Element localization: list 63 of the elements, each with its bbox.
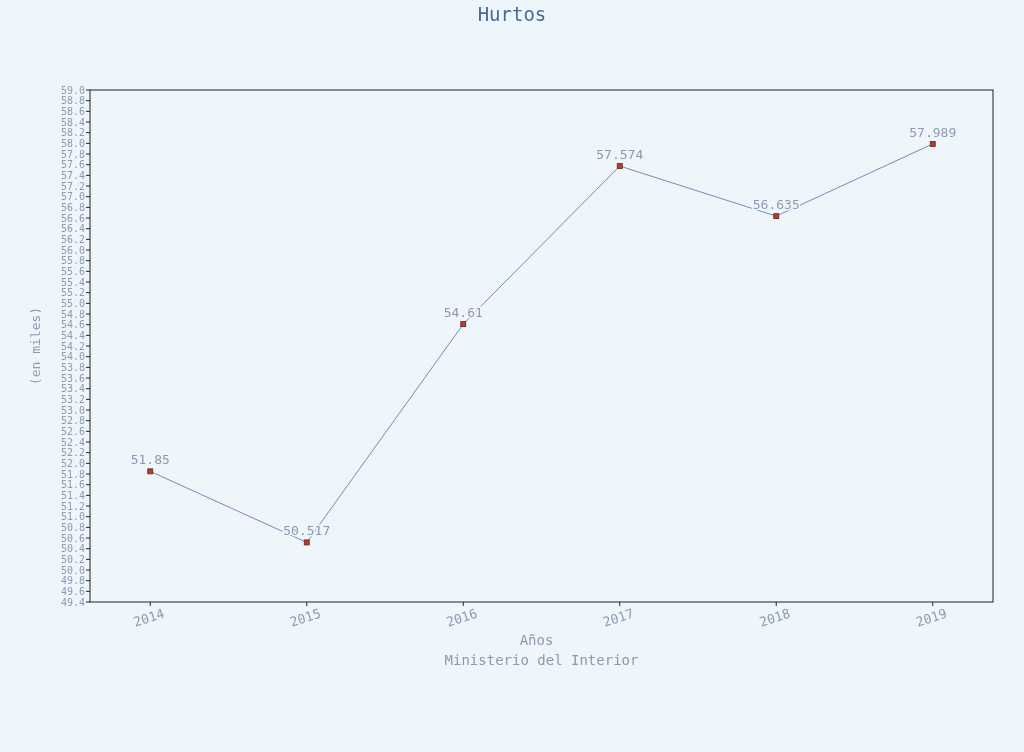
y-axis-title: (en miles)	[28, 306, 43, 386]
x-tick-label: 2014	[131, 605, 167, 630]
y-tick-label: 52.0	[60, 457, 85, 469]
y-tick-label: 58.6	[60, 105, 85, 117]
x-tick-label: 2016	[444, 605, 480, 630]
y-tick-label: 57.6	[60, 159, 85, 171]
y-tick-label: 58.8	[60, 95, 85, 107]
y-tick-label: 57.8	[60, 148, 85, 160]
text: Ministerio del Interior	[444, 652, 639, 668]
data-label: 51.85	[130, 452, 170, 468]
y-tick-label: 50.0	[60, 564, 85, 576]
y-tick-label: 51.2	[60, 500, 85, 512]
y-tick-label: 57.2	[60, 180, 85, 192]
y-tick-label: 53.2	[60, 393, 85, 405]
y-tick-label: 58.2	[60, 127, 85, 139]
y-tick-label: 52.2	[60, 447, 85, 459]
y-tick-label: 50.2	[60, 553, 85, 565]
x-tick-label: 2015	[288, 605, 323, 630]
y-tick-label: 56.6	[60, 212, 85, 224]
y-tick-label: 55.4	[60, 276, 85, 288]
y-tick-label: 52.4	[60, 436, 85, 448]
y-tick-label: 56.2	[60, 233, 85, 245]
x-tick-label: 2018	[757, 605, 793, 630]
y-tick-label: 59.0	[60, 84, 85, 96]
y-tick-label: 56.8	[60, 201, 85, 213]
y-tick-label: 54.0	[60, 351, 85, 363]
x-tick-label: 2017	[601, 605, 636, 630]
y-tick-label: 51.0	[60, 511, 85, 523]
y-tick-label: 53.6	[60, 372, 85, 384]
y-tick-label: 52.6	[60, 425, 85, 437]
y-tick-label: 58.0	[60, 137, 85, 149]
chart-title: Hurtos	[477, 3, 547, 25]
y-tick-label: 49.4	[60, 596, 85, 608]
y-tick-label: 53.8	[60, 361, 85, 373]
y-tick-label: 55.0	[60, 297, 85, 309]
y-tick-label: 55.2	[60, 287, 85, 299]
y-tick-label: 50.6	[60, 532, 85, 544]
x-tick-label: 2019	[914, 605, 949, 630]
y-tick-label: 54.8	[60, 308, 85, 320]
y-tick-label: 53.0	[60, 404, 85, 416]
data-label: 57.989	[909, 124, 957, 140]
y-tick-label: 55.6	[60, 265, 85, 277]
y-tick-label: 52.8	[60, 415, 85, 427]
y-tick-label: 51.8	[60, 468, 85, 480]
y-tick-label: 56.4	[60, 223, 85, 235]
y-tick-label: 54.4	[60, 329, 85, 341]
y-tick-label: 53.4	[60, 383, 85, 395]
y-tick-label: 50.4	[60, 543, 85, 555]
y-tick-label: 57.0	[60, 191, 85, 203]
y-tick-label: 57.4	[60, 169, 85, 181]
y-tick-label: 58.4	[60, 116, 85, 128]
y-tick-label: 49.6	[60, 585, 85, 597]
x-axis-title: Años	[519, 632, 554, 648]
y-tick-label: 56.0	[60, 244, 85, 256]
y-tick-label: 50.8	[60, 521, 85, 533]
y-tick-label: 54.6	[60, 319, 85, 331]
y-tick-label: 55.8	[60, 255, 85, 267]
y-tick-label: 51.6	[60, 479, 85, 491]
y-tick-label: 54.2	[60, 340, 85, 352]
data-label: 56.635	[752, 197, 800, 213]
y-tick-label: 49.8	[60, 575, 85, 587]
data-label: 57.574	[596, 147, 644, 163]
y-tick-label: 51.4	[60, 489, 85, 501]
